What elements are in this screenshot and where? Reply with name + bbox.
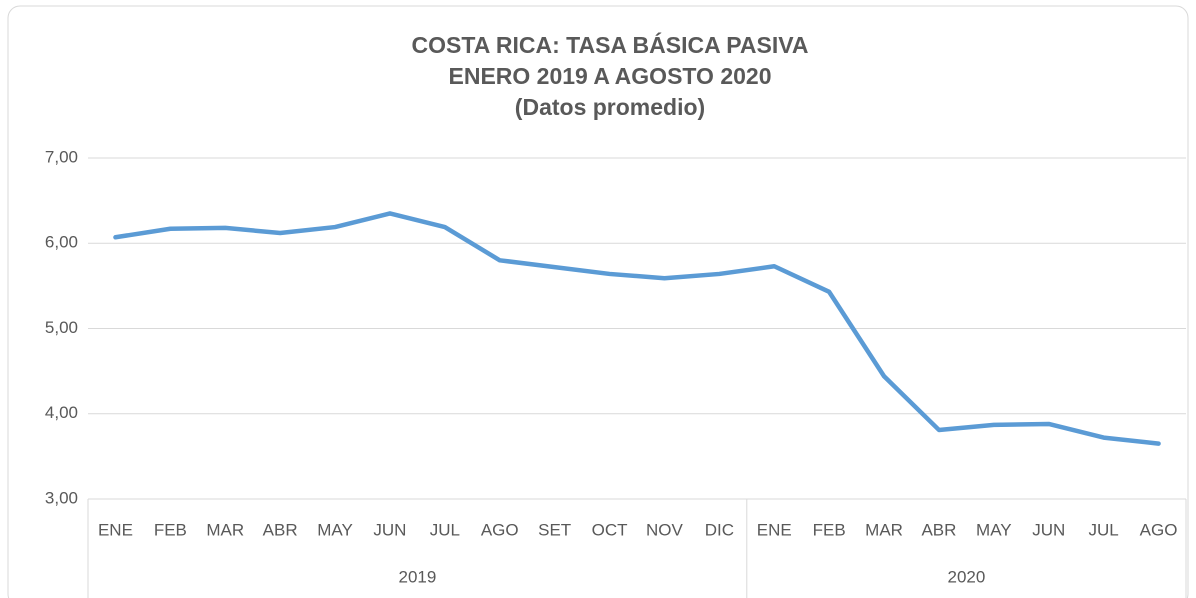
x-tick-label: ENE — [98, 520, 133, 539]
x-tick-label: ENE — [757, 520, 792, 539]
x-tick-label: SET — [538, 520, 571, 539]
x-tick-label: MAR — [865, 520, 903, 539]
x-tick-label: MAY — [976, 520, 1012, 539]
group-label: 2020 — [947, 567, 985, 586]
group-label: 2019 — [398, 567, 436, 586]
chart-border — [7, 5, 1189, 598]
x-tick-label: OCT — [592, 520, 628, 539]
x-tick-label: MAR — [206, 520, 244, 539]
x-tick-label: ABR — [921, 520, 956, 539]
chart-title: COSTA RICA: TASA BÁSICA PASIVA — [412, 31, 809, 58]
y-tick-label: 6,00 — [45, 233, 78, 252]
chart-title: ENERO 2019 A AGOSTO 2020 — [449, 63, 772, 89]
line — [113, 211, 1161, 446]
x-tick-label: AGO — [1140, 520, 1178, 539]
y-tick-label: 5,00 — [45, 318, 78, 337]
x-tick-label: ABR — [263, 520, 298, 539]
x-tick-label: DIC — [705, 520, 734, 539]
x-tick-label: FEB — [154, 520, 187, 539]
x-tick-label: JUN — [373, 520, 406, 539]
x-tick-label: NOV — [646, 520, 684, 539]
x-tick-label: FEB — [813, 520, 846, 539]
x-tick-label: AGO — [481, 520, 519, 539]
y-tick-label: 4,00 — [45, 403, 78, 422]
x-tick-label: JUL — [1089, 520, 1119, 539]
x-tick-label: JUN — [1032, 520, 1065, 539]
x-tick-label: JUL — [430, 520, 460, 539]
y-tick-label: 7,00 — [45, 147, 78, 166]
y-tick-label: 3,00 — [45, 488, 78, 507]
x-tick-label: MAY — [317, 520, 353, 539]
chart-subtitle: (Datos promedio) — [515, 94, 705, 120]
